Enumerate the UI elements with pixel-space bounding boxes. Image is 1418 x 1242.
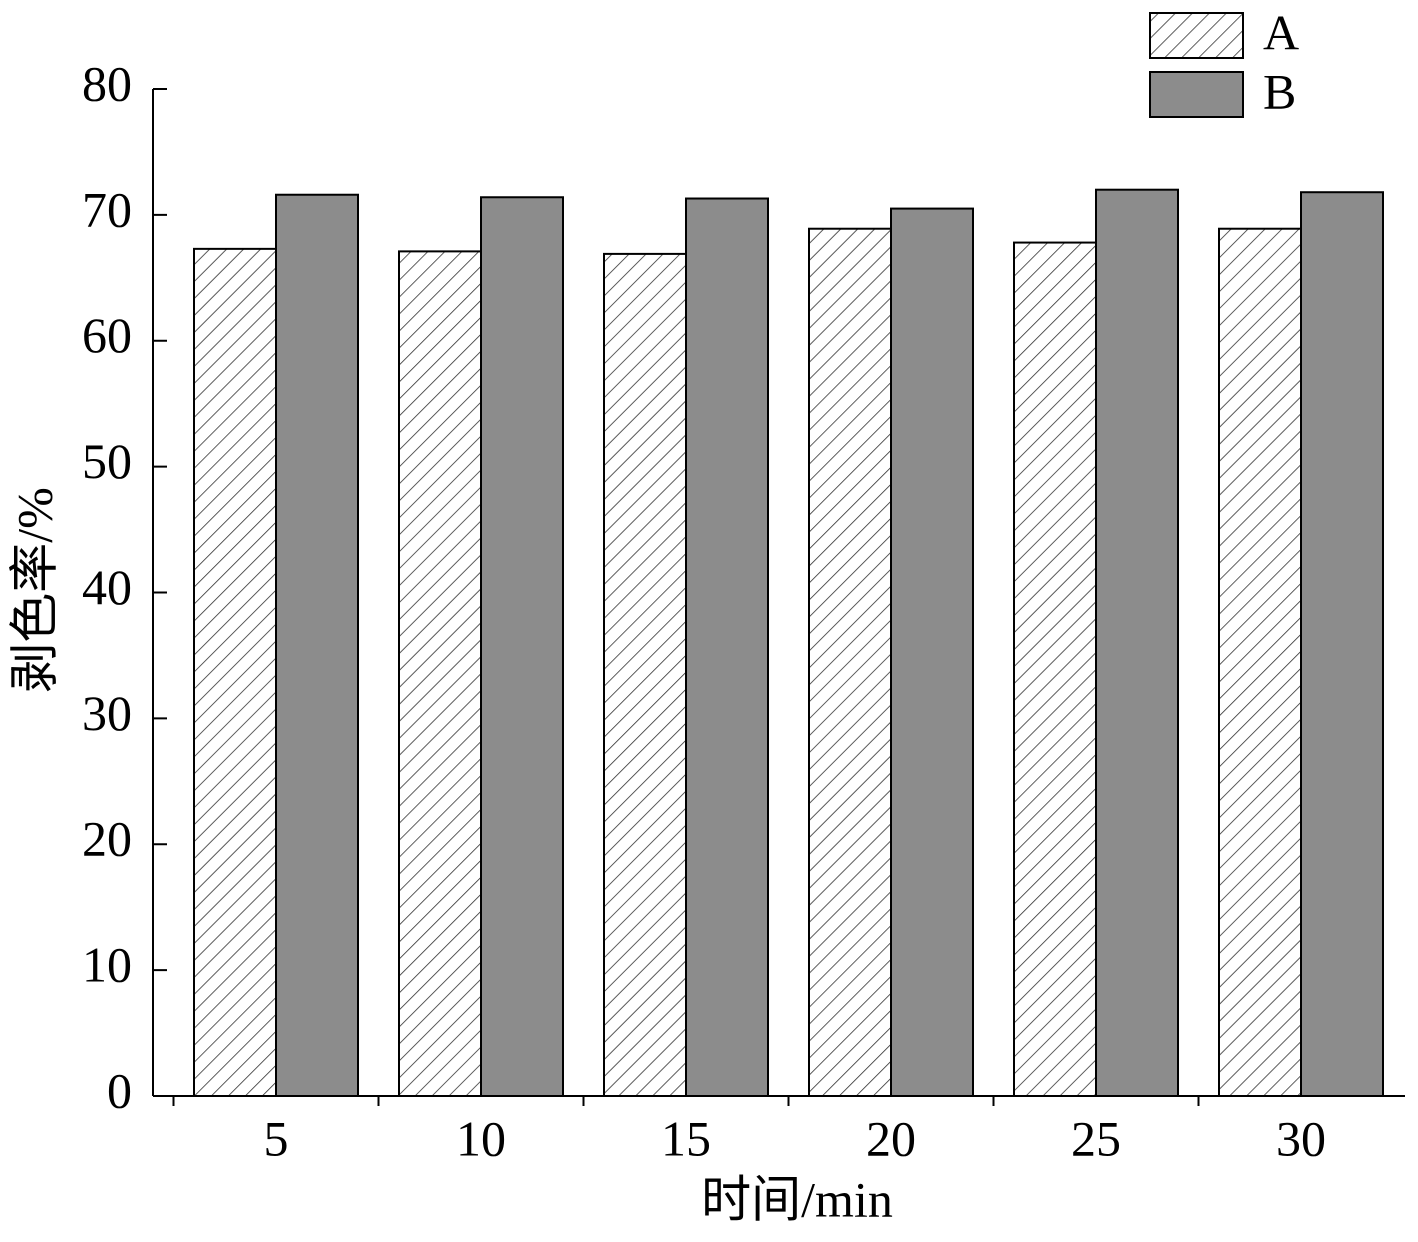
bar — [1013, 241, 1097, 1097]
x-tick-label: 10 — [456, 1110, 506, 1166]
y-tick-label: 40 — [82, 559, 132, 615]
y-tick-label: 30 — [82, 685, 132, 741]
y-tick-label: 10 — [82, 937, 132, 993]
legend-label: B — [1263, 63, 1296, 119]
bar — [398, 250, 482, 1098]
x-axis-label: 时间/min — [701, 1171, 893, 1227]
bar — [685, 197, 769, 1098]
y-tick-label: 0 — [107, 1062, 132, 1118]
legend-swatch — [1149, 12, 1244, 59]
x-tick-label: 25 — [1071, 1110, 1121, 1166]
legend-label: A — [1263, 4, 1299, 60]
y-tick-label: 80 — [82, 55, 132, 111]
x-tick-label: 30 — [1276, 1110, 1326, 1166]
y-axis-label: 剥色率/% — [6, 487, 62, 693]
bar — [1095, 188, 1179, 1097]
x-tick-label: 15 — [661, 1110, 711, 1166]
bar — [1218, 227, 1302, 1097]
y-tick-label: 70 — [82, 181, 132, 237]
y-tick-label: 60 — [82, 307, 132, 363]
x-tick-label: 20 — [866, 1110, 916, 1166]
bar — [808, 227, 892, 1097]
bar — [193, 247, 277, 1097]
bar — [603, 252, 687, 1098]
bar — [275, 193, 359, 1098]
legend-swatch — [1149, 71, 1244, 118]
x-tick-label: 5 — [264, 1110, 289, 1166]
bar — [1300, 191, 1384, 1097]
bar — [890, 207, 974, 1098]
y-tick-label: 50 — [82, 433, 132, 489]
bar — [480, 196, 564, 1097]
y-tick-label: 20 — [82, 811, 132, 867]
